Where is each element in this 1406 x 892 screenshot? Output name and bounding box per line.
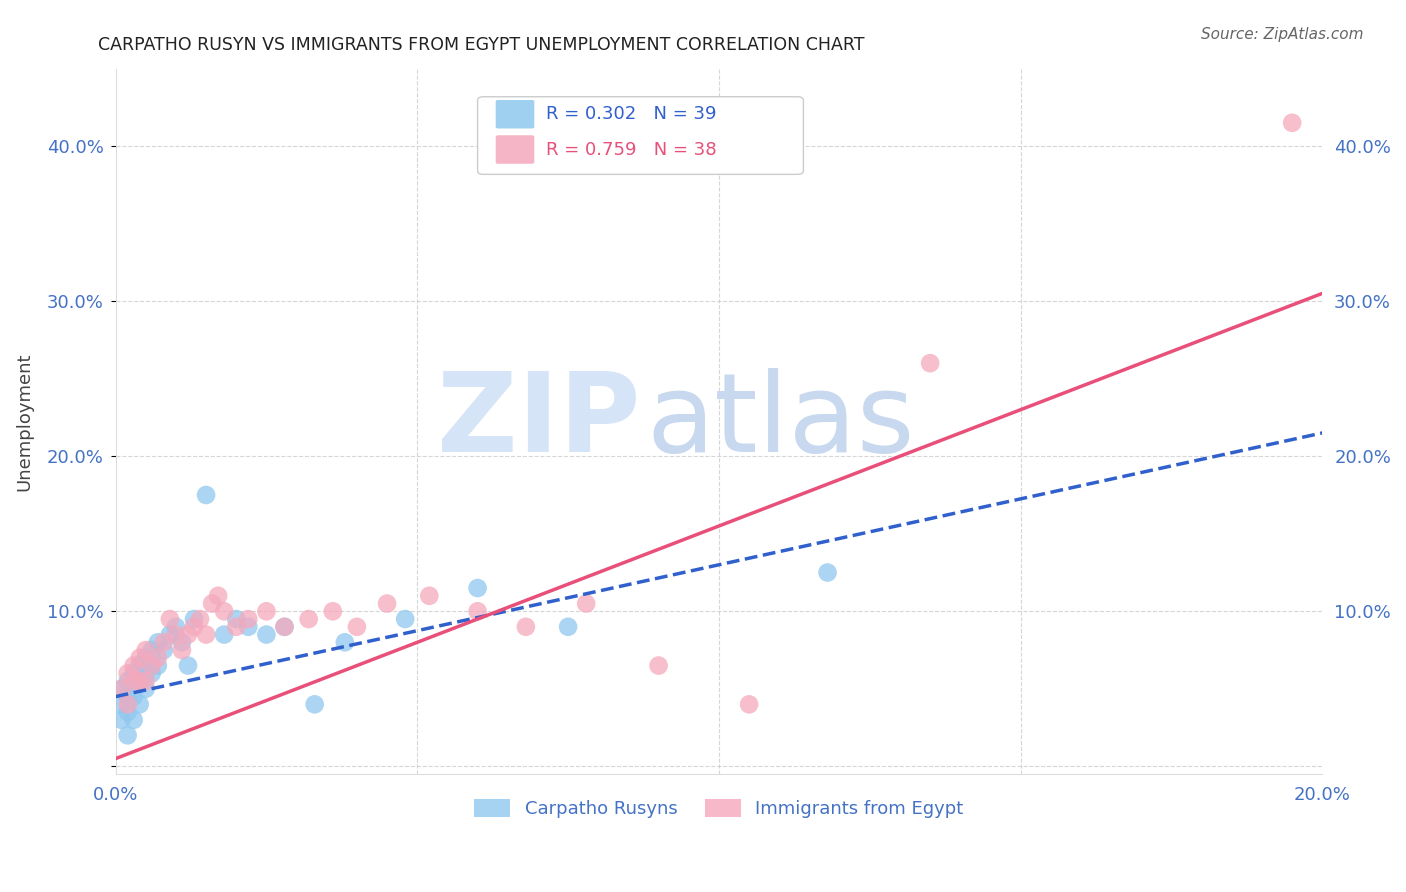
Point	[177, 627, 200, 641]
Point	[375, 597, 398, 611]
Point	[141, 643, 163, 657]
Point	[122, 674, 145, 689]
Point	[920, 356, 942, 370]
Point	[117, 728, 139, 742]
Point	[195, 488, 218, 502]
Point	[467, 604, 489, 618]
Point	[254, 604, 277, 618]
Point	[135, 666, 157, 681]
Point	[141, 666, 163, 681]
Point	[122, 690, 145, 704]
Point	[110, 698, 132, 712]
Legend: Carpatho Rusyns, Immigrants from Egypt: Carpatho Rusyns, Immigrants from Egypt	[467, 791, 970, 825]
Point	[238, 620, 260, 634]
Point	[117, 674, 139, 689]
Text: R = 0.302   N = 39: R = 0.302 N = 39	[547, 105, 717, 123]
Point	[212, 627, 235, 641]
Point	[333, 635, 356, 649]
Point	[817, 566, 839, 580]
Point	[135, 650, 157, 665]
Point	[304, 698, 326, 712]
FancyBboxPatch shape	[496, 100, 534, 128]
Point	[515, 620, 537, 634]
Point	[153, 643, 176, 657]
Point	[128, 674, 150, 689]
Point	[738, 698, 761, 712]
Y-axis label: Unemployment: Unemployment	[15, 352, 32, 491]
Point	[146, 658, 169, 673]
Point	[117, 705, 139, 719]
Point	[128, 658, 150, 673]
Point	[273, 620, 295, 634]
Point	[110, 681, 132, 696]
Point	[165, 627, 187, 641]
Point	[146, 650, 169, 665]
Text: ZIP: ZIP	[437, 368, 641, 475]
FancyBboxPatch shape	[478, 96, 803, 174]
Point	[159, 612, 181, 626]
Point	[117, 666, 139, 681]
Point	[346, 620, 368, 634]
Point	[110, 681, 132, 696]
Point	[170, 643, 193, 657]
Point	[128, 650, 150, 665]
Text: atlas: atlas	[647, 368, 915, 475]
Text: R = 0.759   N = 38: R = 0.759 N = 38	[547, 141, 717, 159]
Point	[418, 589, 440, 603]
Point	[225, 612, 247, 626]
Point	[254, 627, 277, 641]
Point	[195, 627, 218, 641]
Point	[467, 581, 489, 595]
Point	[165, 620, 187, 634]
Point	[212, 604, 235, 618]
Point	[128, 674, 150, 689]
Point	[141, 658, 163, 673]
Point	[183, 612, 205, 626]
Point	[146, 635, 169, 649]
Point	[117, 690, 139, 704]
Point	[128, 698, 150, 712]
Point	[135, 643, 157, 657]
FancyBboxPatch shape	[496, 136, 534, 164]
Point	[122, 713, 145, 727]
Point	[225, 620, 247, 634]
Point	[238, 612, 260, 626]
Point	[647, 658, 669, 673]
Point	[273, 620, 295, 634]
Point	[177, 658, 200, 673]
Point	[117, 698, 139, 712]
Point	[322, 604, 344, 618]
Point	[1281, 116, 1303, 130]
Point	[170, 635, 193, 649]
Point	[122, 666, 145, 681]
Point	[575, 597, 598, 611]
Text: Source: ZipAtlas.com: Source: ZipAtlas.com	[1201, 27, 1364, 42]
Point	[122, 674, 145, 689]
Point	[122, 658, 145, 673]
Point	[183, 620, 205, 634]
Point	[557, 620, 579, 634]
Point	[135, 681, 157, 696]
Point	[298, 612, 321, 626]
Point	[207, 589, 229, 603]
Point	[394, 612, 416, 626]
Point	[135, 674, 157, 689]
Point	[153, 635, 176, 649]
Point	[110, 713, 132, 727]
Text: CARPATHO RUSYN VS IMMIGRANTS FROM EGYPT UNEMPLOYMENT CORRELATION CHART: CARPATHO RUSYN VS IMMIGRANTS FROM EGYPT …	[98, 36, 865, 54]
Point	[201, 597, 224, 611]
Point	[188, 612, 211, 626]
Point	[159, 627, 181, 641]
